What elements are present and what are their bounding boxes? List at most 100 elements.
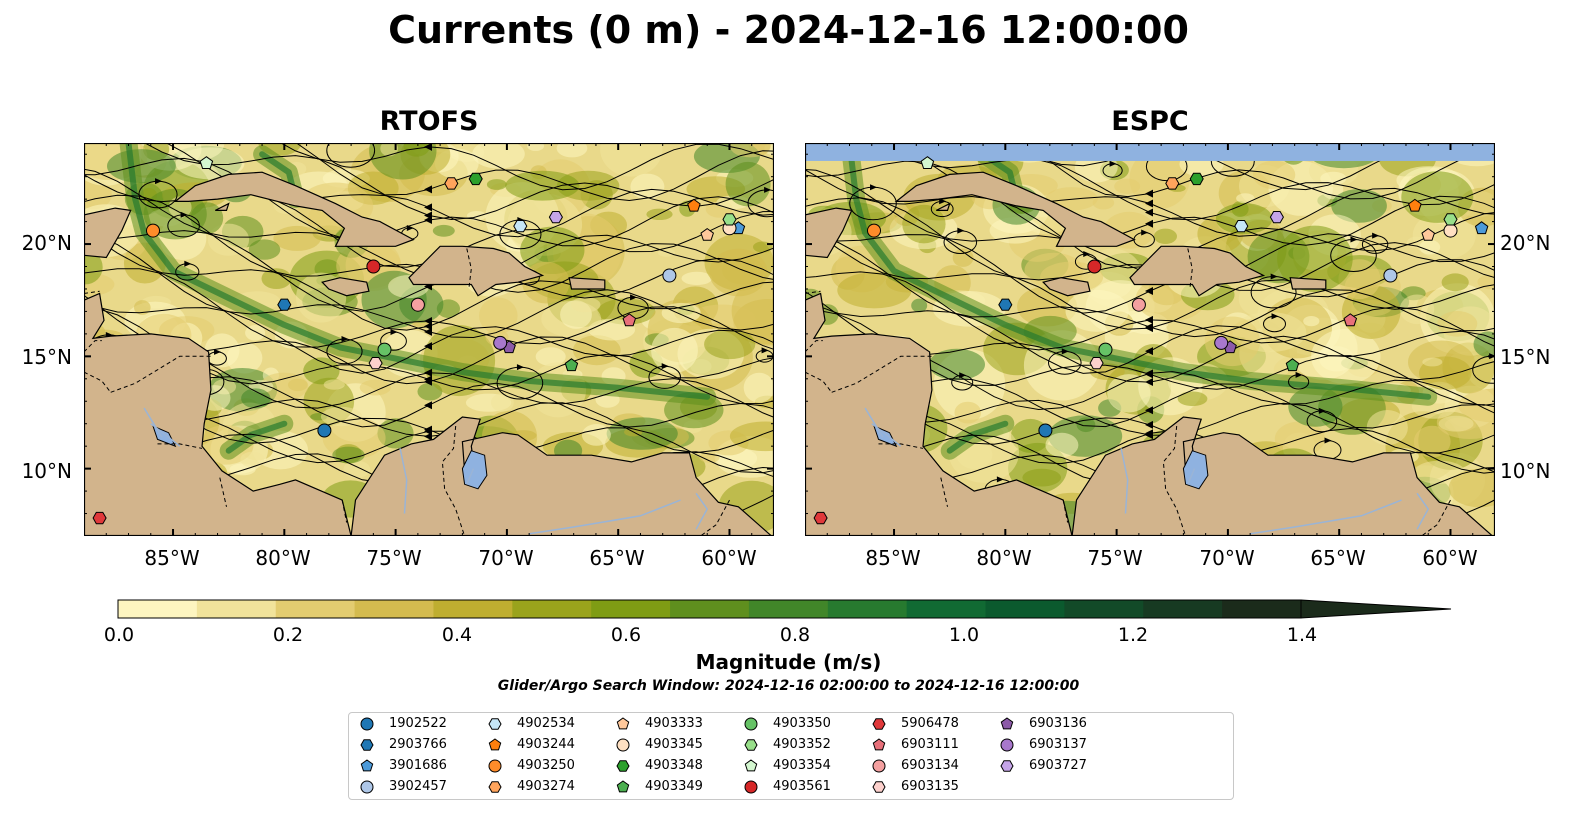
- speed-patch: [1438, 415, 1474, 432]
- colorbar-segment: [748, 600, 829, 618]
- lat-tick-label-left: 10°N: [21, 459, 72, 483]
- colorbar-extend-arrow: [1300, 599, 1452, 619]
- speed-patch: [248, 239, 281, 260]
- speed-patch: [520, 226, 585, 274]
- float-marker-5906478: [92, 511, 107, 525]
- float-marker-4903349: [564, 358, 579, 372]
- legend-marker-4903354: [744, 759, 758, 772]
- speed-patch: [729, 421, 774, 452]
- streamline-arrow: [957, 227, 965, 234]
- country-border: [110, 355, 211, 393]
- colorbar-tick-label: 0.8: [779, 624, 811, 646]
- legend-marker-4903349: [616, 780, 630, 793]
- streamline-arrow: [341, 336, 349, 343]
- float-marker-5906478: [813, 511, 828, 525]
- country-border: [157, 443, 203, 449]
- speed-patch: [479, 297, 518, 334]
- map-frame: [805, 143, 1495, 536]
- land-south-america: [350, 416, 774, 536]
- legend-marker-3902457: [360, 780, 374, 794]
- land-puerto-rico: [1289, 277, 1327, 290]
- river: [143, 407, 163, 438]
- colorbar-tick-label: 0.2: [272, 624, 304, 646]
- speed-patch: [204, 333, 240, 368]
- streamline-arrow: [1145, 219, 1153, 228]
- float-marker-2903766: [277, 298, 292, 311]
- speed-patch: [588, 318, 636, 341]
- speed-patch: [1017, 286, 1078, 327]
- float-marker-4903352: [1443, 213, 1458, 226]
- lon-tick-label-espc: 85°W: [865, 546, 921, 570]
- country-border: [700, 499, 730, 536]
- streamline-arrow: [996, 476, 1004, 483]
- speed-patch: [377, 418, 414, 449]
- country-border: [831, 355, 932, 393]
- river: [1250, 499, 1402, 535]
- streamline-arrow: [180, 211, 188, 218]
- speed-patch: [600, 143, 663, 177]
- speed-patch: [1366, 410, 1408, 446]
- figure-title: Currents (0 m) - 2024-12-16 12:00:00: [388, 8, 1189, 52]
- land-hispaniola: [1129, 245, 1266, 297]
- circle-marker-icon: [1000, 738, 1014, 752]
- legend-label: 6903137: [1029, 737, 1087, 752]
- river: [1416, 492, 1430, 530]
- float-marker-4903350: [1098, 342, 1113, 357]
- circle-marker-icon: [360, 780, 374, 794]
- circle-marker-icon: [616, 738, 630, 752]
- speed-patch: [241, 388, 271, 409]
- float-marker-6903134: [410, 297, 425, 312]
- speed-patch: [259, 372, 309, 401]
- hexagon-marker-icon: [1000, 760, 1014, 772]
- land-south-america: [1071, 416, 1495, 536]
- speed-patch: [491, 393, 514, 412]
- speed-patch: [1277, 225, 1353, 292]
- colorbar-segment: [433, 600, 513, 618]
- river: [399, 448, 408, 514]
- panel-title-rtofs: RTOFS: [379, 106, 479, 137]
- legend-label: 4903350: [773, 716, 831, 731]
- streamline-arrow: [184, 260, 192, 267]
- lon-tick-label-rtofs: 65°W: [589, 546, 645, 570]
- current-jet-core: [846, 143, 1432, 400]
- legend-marker-4903350: [744, 717, 758, 731]
- colorbar: [117, 599, 1452, 619]
- speed-patch: [743, 372, 774, 403]
- hexagon-marker-icon: [616, 760, 630, 772]
- speed-patch: [190, 202, 224, 234]
- legend-label: 6903727: [1029, 758, 1087, 773]
- current-jet-core: [125, 143, 711, 400]
- float-marker-6903135: [1089, 357, 1104, 370]
- land-mexico-central-america: [805, 292, 1073, 536]
- colorbar-segment: [512, 600, 592, 618]
- streamline-arrow: [1145, 378, 1153, 387]
- speed-patch: [84, 178, 112, 210]
- colorbar-segment: [1143, 600, 1223, 618]
- legend-marker-4903244: [488, 738, 502, 751]
- streamline-arrow: [424, 316, 432, 325]
- speed-patch: [1303, 316, 1320, 327]
- float-marker-4903250: [867, 223, 881, 238]
- speed-patch: [928, 348, 985, 381]
- lat-tick-label-right: 15°N: [1500, 345, 1551, 369]
- no-data-band: [805, 143, 1495, 161]
- speed-patch: [570, 297, 601, 313]
- colorbar-segment: [906, 600, 987, 618]
- streamline-arrow: [1145, 189, 1153, 198]
- land-jamaica: [321, 277, 370, 297]
- streamline-arrow: [424, 432, 432, 441]
- float-marker-1902522: [317, 423, 332, 438]
- float-marker-4903250: [146, 223, 160, 238]
- streamline-arrow: [764, 186, 772, 193]
- float-marker-4902534: [1234, 220, 1249, 233]
- current-jet-core: [225, 420, 288, 454]
- legend-label: 4903561: [773, 779, 831, 794]
- colorbar-label: Magnitude (m/s): [695, 650, 882, 674]
- streamline-arrow: [1145, 347, 1153, 356]
- colorbar-tick-label: 0.4: [441, 624, 473, 646]
- river: [529, 499, 681, 535]
- legend-label: 4903333: [645, 716, 703, 731]
- lon-tick-label-espc: 70°W: [1199, 546, 1255, 570]
- river: [1120, 448, 1129, 514]
- speed-patch: [323, 379, 345, 390]
